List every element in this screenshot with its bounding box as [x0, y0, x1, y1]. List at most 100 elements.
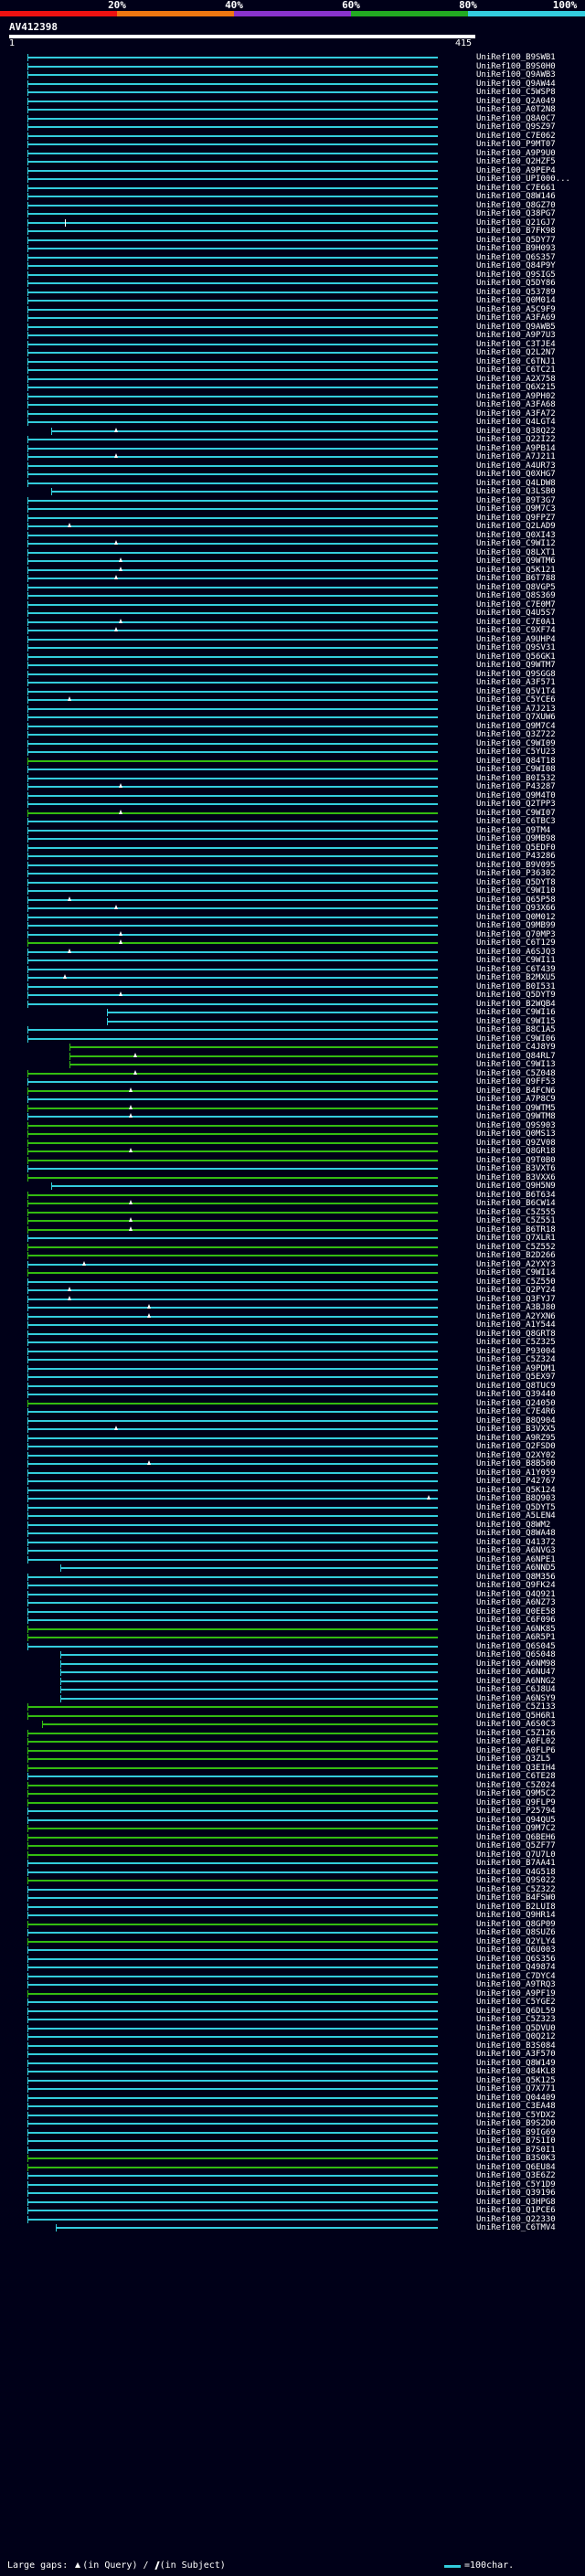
hit-row[interactable]: UniRef100_Q9AWB3 [0, 70, 585, 80]
hit-row[interactable]: UniRef100_C9WI11 [0, 956, 585, 965]
alignment-bar[interactable] [27, 690, 439, 693]
hit-row[interactable]: UniRef100_Q8TUC9 [0, 1382, 585, 1391]
hit-label[interactable]: UniRef100_Q6EU84 [476, 2162, 556, 2172]
hit-label[interactable]: UniRef100_A3BJ80 [476, 1303, 556, 1312]
hit-row[interactable]: UniRef100_C9WI14 [0, 1268, 585, 1277]
alignment-bar[interactable] [27, 1272, 439, 1274]
hit-row[interactable]: UniRef100_Q0XI43 [0, 531, 585, 540]
hit-label[interactable]: UniRef100_C5Z322 [476, 1884, 556, 1894]
alignment-bar[interactable] [27, 942, 439, 944]
hit-row[interactable]: UniRef100_C6TC21 [0, 366, 585, 375]
hit-label[interactable]: UniRef100_A3FA72 [476, 408, 556, 419]
hit-row[interactable]: UniRef100_Q5K125 [0, 2076, 585, 2085]
hit-label[interactable]: UniRef100_Q9HR14 [476, 1911, 556, 1920]
alignment-bar[interactable] [27, 2027, 439, 2030]
alignment-bar[interactable] [27, 2166, 439, 2168]
hit-row[interactable]: UniRef100_Q4U5S7 [0, 609, 585, 618]
hit-row[interactable]: UniRef100_Q3E6Z2 [0, 2171, 585, 2180]
hit-label[interactable]: UniRef100_Q5DYT9 [476, 991, 556, 1000]
hit-row[interactable]: UniRef100_Q8M356 [0, 1573, 585, 1582]
hit-row[interactable]: UniRef100_A9PF19 [0, 1989, 585, 1998]
hit-row[interactable]: UniRef100_C9WI15 [0, 1017, 585, 1026]
hit-label[interactable]: UniRef100_C6T439 [476, 964, 556, 974]
alignment-bar[interactable] [27, 473, 439, 475]
hit-label[interactable]: UniRef100_Q7X771 [476, 2084, 556, 2094]
hit-row[interactable]: UniRef100_A9TRQ3 [0, 1980, 585, 1989]
hit-row[interactable]: UniRef100_C5Z325 [0, 1338, 585, 1347]
hit-row[interactable]: UniRef100_Q9SGG8 [0, 670, 585, 679]
hit-label[interactable]: UniRef100_Q0M014 [476, 296, 556, 305]
hit-label[interactable]: UniRef100_C7E0M7 [476, 599, 556, 610]
alignment-bar[interactable] [27, 560, 439, 562]
hit-label[interactable]: UniRef100_C9WI13 [476, 1060, 556, 1069]
hit-row[interactable]: UniRef100_A4UR73 [0, 461, 585, 471]
alignment-bar[interactable] [27, 134, 439, 137]
hit-label[interactable]: UniRef100_B9SWB1 [476, 53, 556, 62]
hit-label[interactable]: UniRef100_C9WI12 [476, 539, 556, 548]
hit-label[interactable]: UniRef100_B3VXX5 [476, 1425, 556, 1434]
alignment-bar[interactable] [27, 2183, 439, 2186]
hit-row[interactable]: UniRef100_Q39196 [0, 2189, 585, 2198]
alignment-bar[interactable] [27, 586, 439, 588]
hit-row[interactable]: UniRef100_Q84RL7 [0, 1052, 585, 1061]
hit-label[interactable]: UniRef100_A7J211 [476, 452, 556, 461]
hit-row[interactable]: UniRef100_B3VXX5 [0, 1425, 585, 1434]
hit-row[interactable]: UniRef100_Q3HPG8 [0, 2198, 585, 2207]
hit-row[interactable]: UniRef100_Q70MP3 [0, 930, 585, 939]
hit-row[interactable]: UniRef100_Q0XHG7 [0, 470, 585, 479]
hit-label[interactable]: UniRef100_C6TMV4 [476, 2223, 556, 2232]
alignment-bar[interactable] [27, 1280, 439, 1283]
alignment-bar[interactable] [27, 1220, 439, 1222]
alignment-bar[interactable] [27, 1298, 439, 1300]
hit-row[interactable]: UniRef100_C6TE28 [0, 1772, 585, 1781]
hit-row[interactable]: UniRef100_B6CW14 [0, 1199, 585, 1208]
alignment-bar[interactable] [27, 1506, 439, 1509]
hit-label[interactable]: UniRef100_B3S084 [476, 2041, 556, 2051]
hit-label[interactable]: UniRef100_Q9AWB5 [476, 322, 556, 332]
hit-label[interactable]: UniRef100_Q04409 [476, 2093, 556, 2103]
hit-row[interactable]: UniRef100_A9P9U0 [0, 149, 585, 158]
hit-label[interactable]: UniRef100_Q84RL7 [476, 1051, 556, 1061]
alignment-bar[interactable] [27, 1749, 439, 1752]
hit-row[interactable]: UniRef100_C9WI07 [0, 809, 585, 818]
hit-label[interactable]: UniRef100_Q9WTM7 [476, 661, 556, 670]
hit-row[interactable]: UniRef100_Q8VGP5 [0, 583, 585, 592]
alignment-bar[interactable] [27, 2105, 439, 2107]
alignment-bar[interactable] [27, 2053, 439, 2055]
hit-row[interactable]: UniRef100_Q3LSB0 [0, 487, 585, 496]
hit-label[interactable]: UniRef100_Q5DYT5 [476, 1502, 556, 1512]
hit-row[interactable]: UniRef100_C5Z324 [0, 1355, 585, 1364]
hit-label[interactable]: UniRef100_Q6S356 [476, 1954, 556, 1964]
alignment-bar[interactable] [27, 161, 439, 163]
hit-row[interactable]: UniRef100_Q94QU5 [0, 1816, 585, 1825]
hit-label[interactable]: UniRef100_Q8GR18 [476, 1147, 556, 1156]
alignment-bar[interactable] [60, 1697, 439, 1700]
hit-row[interactable]: UniRef100_P9MT07 [0, 140, 585, 149]
hit-row[interactable]: UniRef100_P25794 [0, 1807, 585, 1816]
hit-label[interactable]: UniRef100_Q9FK24 [476, 1581, 556, 1590]
hit-row[interactable]: UniRef100_Q9WTM7 [0, 661, 585, 670]
hit-label[interactable]: UniRef100_Q0M012 [476, 912, 556, 922]
hit-label[interactable]: UniRef100_A6NU47 [476, 1668, 556, 1677]
hit-row[interactable]: UniRef100_Q9M7C2 [0, 1824, 585, 1833]
hit-label[interactable]: UniRef100_Q2LAD9 [476, 522, 556, 531]
hit-label[interactable]: UniRef100_Q5EX97 [476, 1373, 556, 1382]
hit-label[interactable]: UniRef100_Q7U7L0 [476, 1850, 556, 1860]
hit-label[interactable]: UniRef100_Q9M7C3 [476, 504, 556, 514]
hit-row[interactable]: UniRef100_Q8GZ70 [0, 201, 585, 210]
hit-label[interactable]: UniRef100_Q8GZ70 [476, 200, 556, 210]
hit-label[interactable]: UniRef100_A6NZ73 [476, 1598, 556, 1607]
hit-row[interactable]: UniRef100_A3F571 [0, 678, 585, 687]
alignment-bar[interactable] [27, 377, 439, 380]
hit-label[interactable]: UniRef100_C5Z555 [476, 1207, 556, 1217]
hit-label[interactable]: UniRef100_Q41372 [476, 1537, 556, 1547]
hit-row[interactable]: UniRef100_Q9H5N9 [0, 1182, 585, 1191]
hit-label[interactable]: UniRef100_C9XF74 [476, 626, 556, 635]
hit-label[interactable]: UniRef100_B9S0H0 [476, 61, 556, 71]
hit-row[interactable]: UniRef100_Q5DVU0 [0, 2024, 585, 2033]
alignment-bar[interactable] [27, 57, 439, 58]
alignment-bar[interactable] [27, 1810, 439, 1812]
alignment-bar[interactable] [27, 734, 439, 736]
hit-row[interactable]: UniRef100_Q9SIG5 [0, 270, 585, 280]
hit-row[interactable]: UniRef100_Q24050 [0, 1399, 585, 1408]
